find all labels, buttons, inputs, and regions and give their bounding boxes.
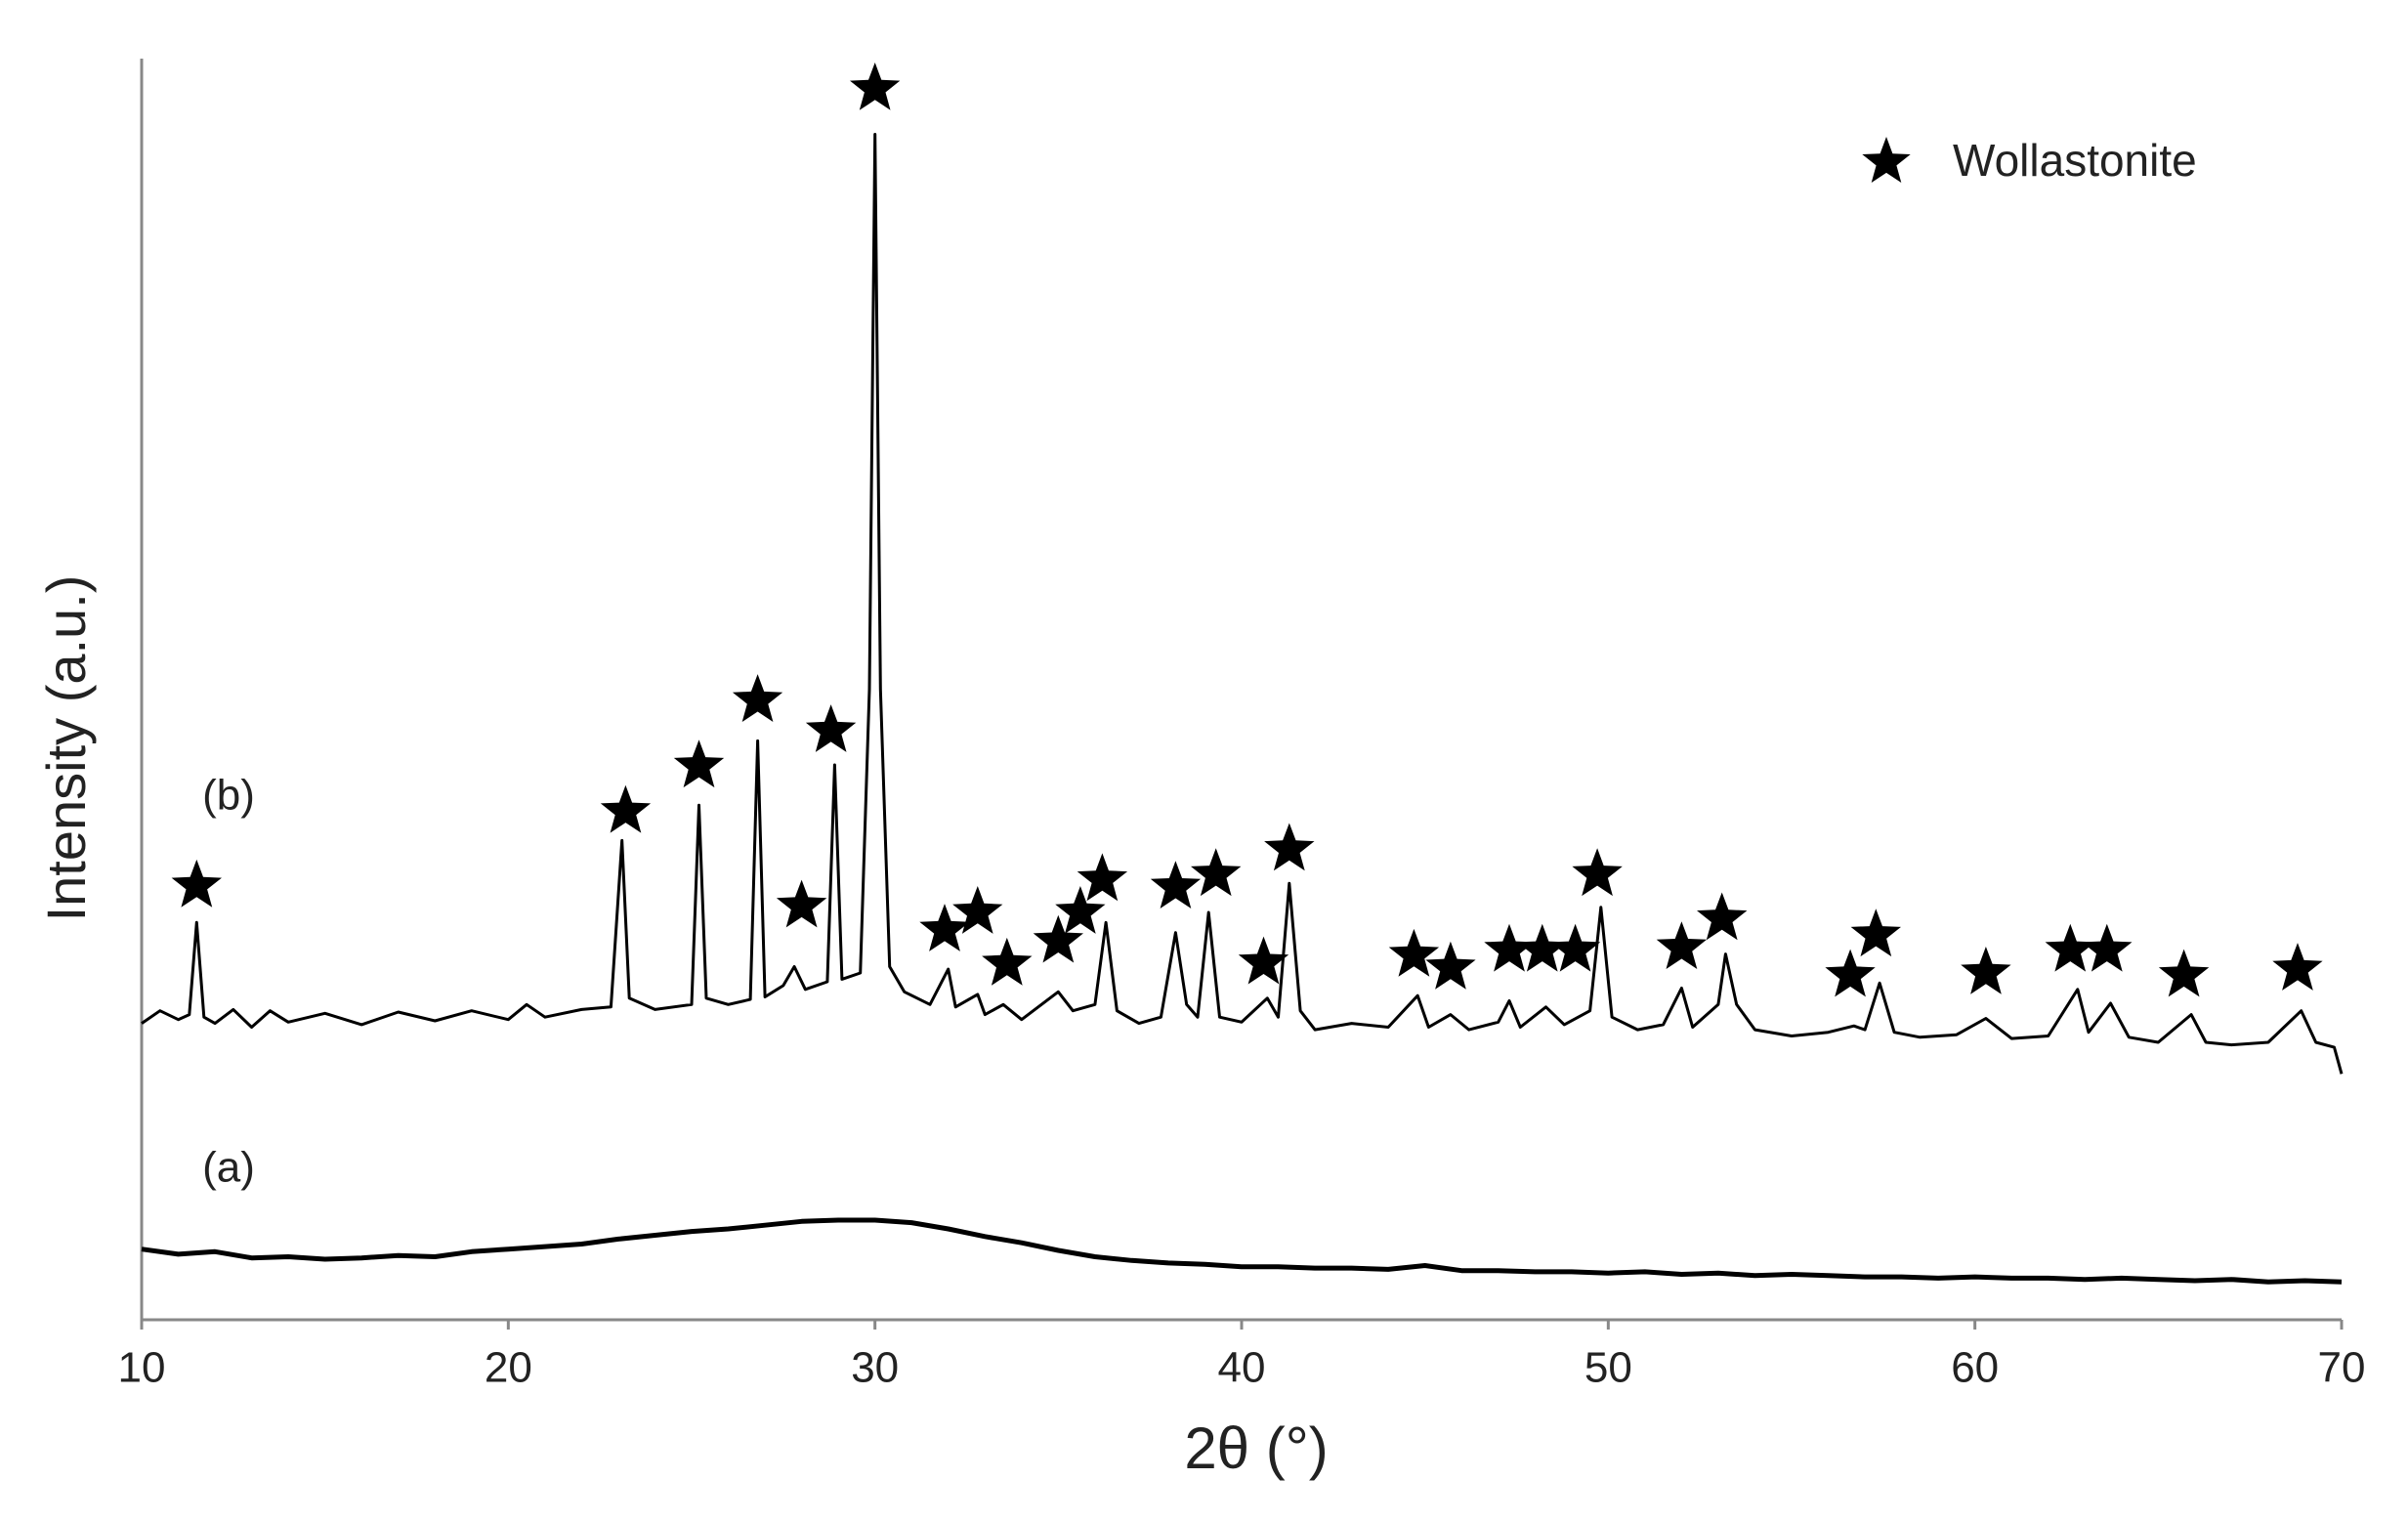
peak-marker [1033, 914, 1083, 963]
x-axis-title: 2θ (°) [1184, 1415, 1328, 1481]
x-tick-label: 70 [2318, 1344, 2366, 1392]
peak-marker [1055, 886, 1106, 934]
peak-marker [952, 886, 1003, 934]
peak-marker [673, 739, 725, 788]
peak-marker [1388, 928, 1440, 977]
series-label: (b) [202, 772, 255, 820]
peak-marker [1425, 941, 1476, 990]
peak-marker [776, 879, 827, 928]
peak-marker [1825, 949, 1876, 997]
peak-marker [2045, 923, 2095, 972]
series-line [141, 133, 2344, 1075]
series-line [141, 1217, 2343, 1285]
series-label: (a) [202, 1144, 255, 1192]
x-tick-label: 40 [1218, 1344, 1266, 1392]
peak-marker [1238, 936, 1289, 985]
peak-marker [850, 63, 901, 110]
peak-marker [1549, 923, 1601, 972]
peak-marker [1191, 848, 1242, 897]
peak-marker [600, 784, 652, 833]
x-tick-label: 50 [1584, 1344, 1632, 1392]
legend-label: Wollastonite [1953, 135, 2197, 186]
x-tick-label: 10 [118, 1344, 166, 1392]
peak-marker [732, 674, 783, 722]
x-tick-label: 60 [1951, 1344, 1999, 1392]
x-tick-label: 30 [851, 1344, 899, 1392]
peak-marker [1150, 861, 1202, 908]
peak-marker [1484, 923, 1535, 972]
y-axis-title: Intensity (a.u.) [35, 575, 97, 922]
legend-symbol [1862, 137, 1911, 183]
peak-marker [1517, 923, 1568, 972]
peak-marker [805, 704, 857, 752]
peak-marker [2272, 943, 2323, 991]
peak-marker [171, 859, 222, 908]
peak-marker [1572, 848, 1623, 897]
peak-marker [2082, 923, 2133, 972]
peak-marker [919, 904, 970, 951]
x-tick-label: 20 [485, 1344, 532, 1392]
peak-marker [1656, 921, 1708, 969]
peak-marker [1850, 908, 1901, 957]
peak-marker [1264, 823, 1315, 871]
peak-marker [1697, 892, 1748, 941]
peak-marker [1961, 947, 2011, 994]
peak-marker [1077, 853, 1128, 902]
peak-marker [982, 937, 1033, 986]
peak-marker [2158, 949, 2210, 997]
